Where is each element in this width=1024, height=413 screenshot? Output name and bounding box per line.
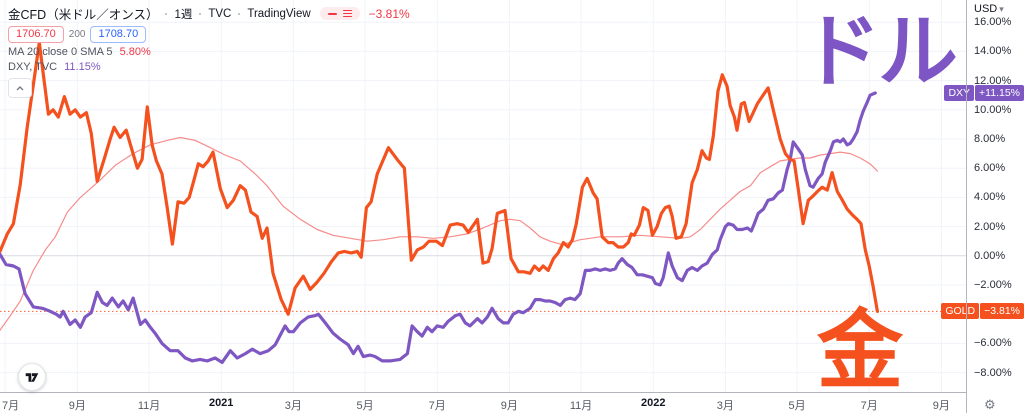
gold-axis-badge: GOLD −3.81% (941, 303, 1024, 320)
symbol-legend-row: 金CFD（米ドル／オンス） 1週 TVC TradingView −3.81% (8, 4, 410, 23)
time-tick-label: 2021 (208, 397, 234, 409)
badge-symbol-label: GOLD (941, 303, 980, 320)
price-axis[interactable]: USD ▾ 16.00% 14.00% 12.00% 10.00% 8.00% 6.00% 4… (941, 0, 1024, 413)
settings-gear-button[interactable]: ⚙ (984, 397, 996, 412)
time-tick-label: 3月 (716, 400, 734, 412)
time-tick-label: 5月 (356, 400, 374, 412)
ma-indicator-row: MA 20 close 0 SMA 5 5.80% (8, 46, 410, 58)
time-tick-label: 7月 (860, 400, 878, 412)
price-tick-label: 2.00% (974, 220, 1006, 233)
separator-dot (165, 12, 168, 15)
price-tick-label: 12.00% (974, 74, 1012, 87)
axis-horizontal-separator (0, 392, 1024, 393)
price-tick-label: −6.00% (974, 337, 1012, 350)
time-tick-label: 11月 (137, 400, 161, 412)
tradingview-logo-button[interactable] (18, 363, 46, 391)
gold-series-line[interactable] (0, 41, 879, 316)
chevron-up-icon (16, 85, 24, 90)
price-tick-label: −8.00% (974, 366, 1012, 379)
spread-value: 200 (68, 29, 86, 40)
minus-icon[interactable] (327, 12, 337, 15)
badge-symbol-label: DXY (944, 84, 975, 101)
bid-ask-row: 1706.70 200 1708.70 (8, 26, 410, 43)
buy-price-button[interactable]: 1708.70 (90, 26, 147, 43)
axis-vertical-separator (966, 0, 967, 413)
price-tick-label: 10.00% (974, 103, 1012, 116)
separator-dot (199, 12, 202, 15)
dxy-indicator-value: 11.15% (64, 61, 101, 73)
price-tick-label: 0.00% (974, 249, 1006, 262)
dxy-indicator-row: DXY, TVC 11.15% (8, 61, 410, 73)
time-tick-label: 2022 (640, 397, 666, 409)
sell-price-button[interactable]: 1706.70 (8, 26, 64, 43)
chevron-down-icon: ▾ (999, 4, 1004, 14)
separator-dot (238, 12, 241, 15)
price-tick-label: 8.00% (974, 132, 1006, 145)
time-tick-label: 5月 (788, 400, 806, 412)
price-tick-label: −2.00% (974, 278, 1012, 291)
price-tick-label: 14.00% (974, 45, 1012, 58)
dxy-axis-badge: DXY +11.15% (944, 84, 1024, 101)
tradingview-logo-icon (25, 372, 39, 382)
menu-icon[interactable] (342, 9, 352, 18)
exchange-label: TVC (208, 7, 232, 20)
legend-collapse-button[interactable] (8, 78, 32, 98)
time-tick-label: 9月 (932, 400, 950, 412)
currency-label: USD (974, 3, 998, 15)
time-tick-label: 7月 (428, 400, 446, 412)
time-axis[interactable]: 7月 9月 11月 2021 3月 5月 7月 9月 11月 2022 3月 5月 7月 9月 (0, 393, 966, 413)
ma-indicator-label[interactable]: MA 20 close 0 SMA 5 (8, 46, 113, 58)
badge-value-label: +11.15% (975, 84, 1024, 101)
price-tick-label: 4.00% (974, 191, 1006, 204)
currency-dropdown[interactable]: USD ▾ (974, 3, 1004, 15)
symbol-title[interactable]: 金CFD（米ドル／オンス） (8, 8, 159, 22)
interval-label[interactable]: 1週 (174, 8, 193, 21)
time-tick-label: 9月 (68, 400, 86, 412)
time-tick-label: 9月 (500, 400, 518, 412)
dxy-indicator-label[interactable]: DXY, TVC (8, 61, 58, 73)
ma-indicator-value: 5.80% (119, 46, 151, 58)
price-tick-label: 6.00% (974, 162, 1006, 175)
chart-legend: 金CFD（米ドル／オンス） 1週 TVC TradingView −3.81% … (8, 4, 410, 98)
badge-value-label: −3.81% (980, 303, 1024, 320)
time-tick-label: 3月 (284, 400, 302, 412)
time-tick-label: 7月 (2, 400, 20, 412)
dxy-series-line[interactable] (0, 91, 877, 364)
chart-canvas[interactable] (0, 0, 966, 392)
time-tick-label: 11月 (569, 400, 593, 412)
price-tick-label: 16.00% (974, 16, 1012, 29)
tradingview-brand-link[interactable]: TradingView (247, 7, 311, 20)
series-percent-change: −3.81% (368, 6, 410, 21)
series-quick-actions-pill[interactable] (319, 6, 360, 21)
